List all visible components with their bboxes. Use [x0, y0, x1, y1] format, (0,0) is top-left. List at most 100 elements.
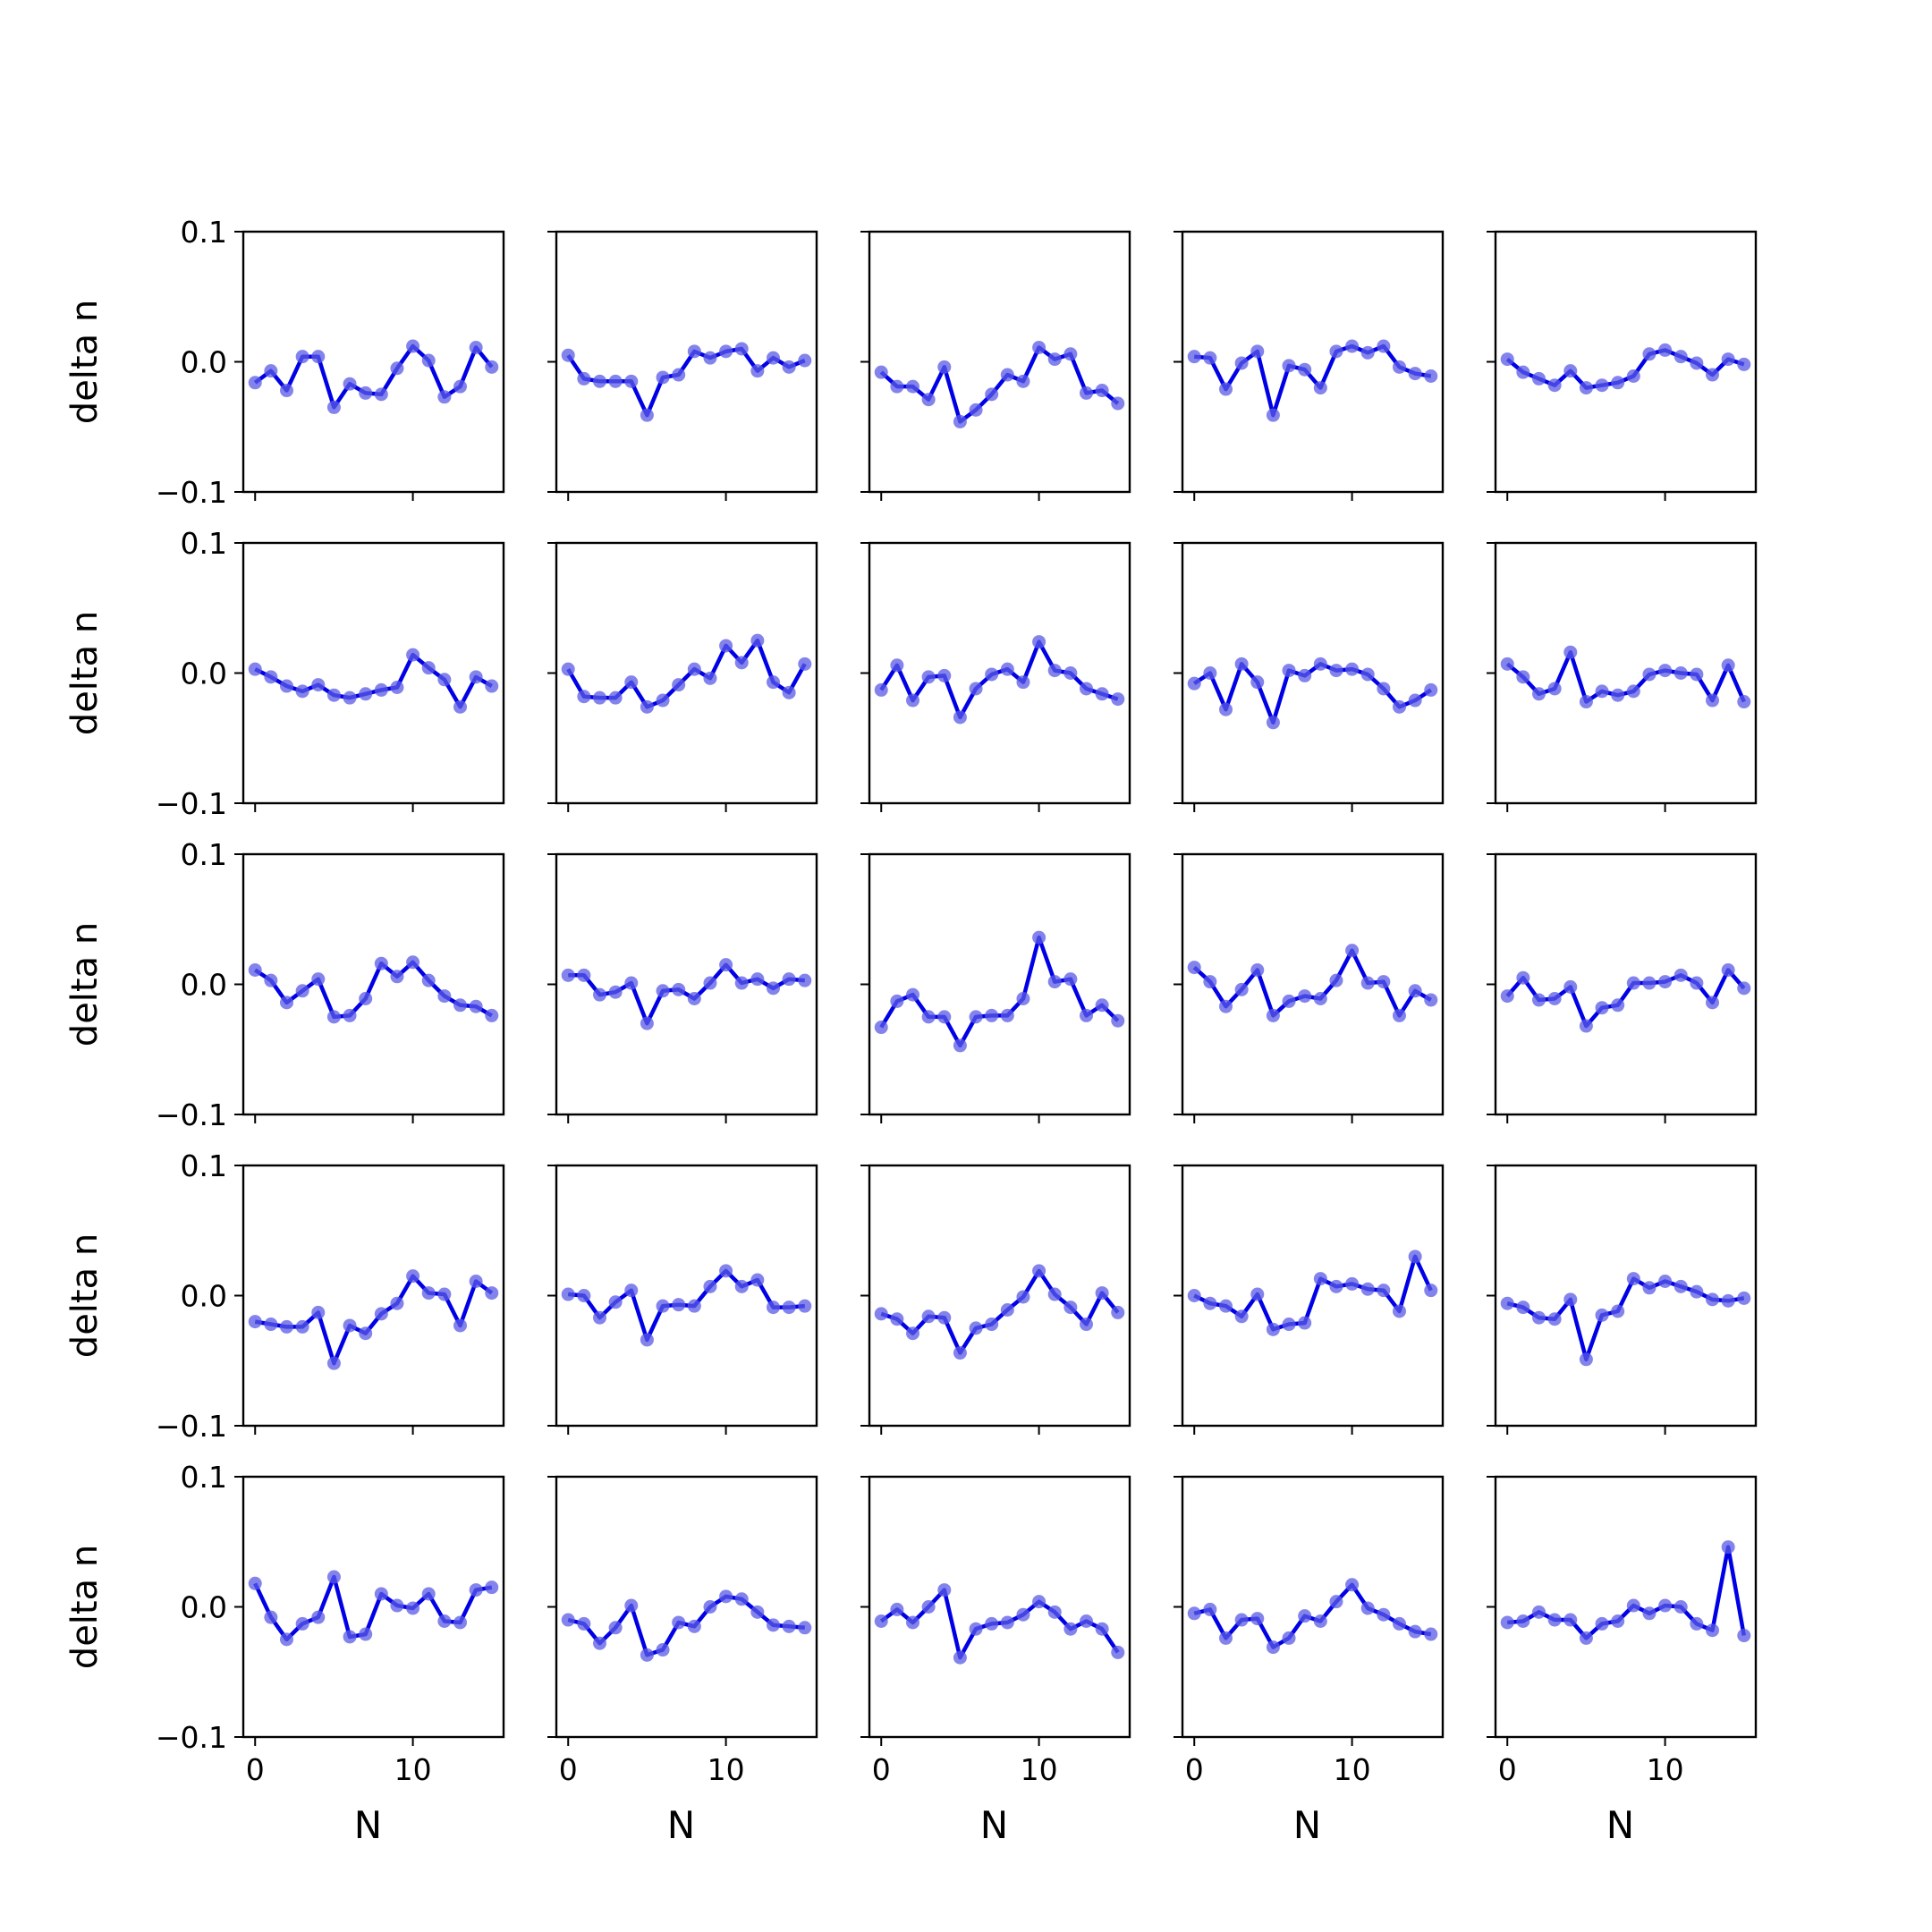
subplot-r5-c2: 0 10 N: [547, 1475, 818, 1847]
data-point: [1000, 368, 1014, 382]
y-tick-label: 0.1: [181, 837, 227, 872]
data-point: [1080, 1318, 1093, 1332]
data-point: [1642, 667, 1657, 682]
data-point: [1187, 1289, 1201, 1302]
data-point: [1547, 682, 1562, 696]
data-point: [719, 1264, 733, 1278]
data-point: [1408, 1250, 1422, 1264]
data-point: [890, 658, 904, 673]
data-point: [953, 1038, 967, 1053]
data-point: [719, 958, 733, 972]
data-point: [1393, 360, 1406, 374]
data-point: [469, 1274, 483, 1288]
data-point: [326, 1010, 341, 1024]
data-point: [1393, 699, 1406, 714]
y-axis-label: delta n: [64, 1233, 106, 1358]
data-point: [421, 353, 436, 368]
subplot-r5-c3: 0 10 N: [860, 1475, 1131, 1847]
data-point: [295, 1319, 309, 1334]
data-point: [280, 1632, 293, 1647]
data-point: [703, 1600, 717, 1614]
data-point: [921, 393, 936, 407]
data-point: [1250, 1287, 1265, 1301]
data-point: [1532, 371, 1546, 386]
subplot-r1-c1: −0.1 0.0 0.1 delta n: [64, 215, 505, 510]
data-point: [1187, 961, 1201, 975]
data-point: [1690, 356, 1704, 370]
data-point: [1298, 668, 1312, 682]
data-point: [985, 1008, 999, 1022]
series-line: [879, 345, 1120, 424]
x-axis-label: N: [667, 1803, 695, 1847]
data-point: [719, 639, 733, 653]
data-point: [1080, 386, 1093, 400]
data-point: [750, 1605, 765, 1619]
data-point: [1313, 381, 1327, 395]
y-tick-label: 0.1: [181, 526, 227, 561]
data-point: [1298, 1316, 1312, 1330]
data-point: [921, 1309, 936, 1324]
data-point: [280, 1319, 293, 1334]
data-point: [1516, 1614, 1530, 1629]
subplot-r3-c1: −0.1 0.0 0.1 delta n: [64, 837, 505, 1132]
data-point: [1690, 1284, 1704, 1299]
data-point: [906, 1615, 919, 1630]
data-point: [937, 668, 952, 682]
data-point: [1219, 1299, 1233, 1313]
data-point: [687, 662, 701, 676]
data-point: [1329, 344, 1343, 359]
data-point: [1047, 352, 1062, 367]
data-point: [1674, 1279, 1688, 1293]
data-point: [1032, 635, 1046, 649]
subplot-r3-c5: [1487, 852, 1758, 1123]
data-point: [1000, 662, 1014, 676]
series-line: [254, 652, 493, 709]
data-point: [390, 361, 404, 376]
data-point: [782, 1619, 796, 1633]
data-point: [1658, 975, 1673, 989]
data-point: [1219, 999, 1233, 1013]
y-tick-label: 0.1: [181, 1460, 227, 1495]
data-point: [1329, 973, 1343, 987]
data-point: [640, 1648, 654, 1662]
data-point: [1706, 693, 1719, 708]
data-point: [577, 690, 591, 704]
axes-frame: [242, 541, 505, 805]
data-point: [890, 994, 904, 1008]
data-point: [248, 962, 262, 977]
data-point: [1360, 976, 1375, 990]
data-point: [437, 989, 452, 1004]
subplot-r2-c5: [1487, 541, 1758, 812]
data-point: [624, 1598, 639, 1613]
data-point: [640, 699, 654, 714]
data-point: [1080, 682, 1093, 696]
data-point: [1203, 351, 1217, 365]
series-line: [1506, 1276, 1745, 1362]
y-tick-label: −0.1: [156, 1720, 227, 1755]
axes-frame: [1494, 852, 1758, 1116]
data-point: [1674, 1600, 1688, 1614]
data-point: [280, 384, 293, 398]
data-point: [750, 972, 765, 987]
subplot-r2-c1: −0.1 0.0 0.1 delta n: [64, 526, 505, 821]
data-point: [1111, 1305, 1125, 1319]
data-point: [1345, 1578, 1360, 1592]
data-point: [937, 1010, 952, 1024]
data-point: [406, 648, 420, 662]
data-point: [1579, 1631, 1593, 1645]
data-point: [1377, 1607, 1391, 1622]
data-point: [672, 678, 686, 692]
data-point: [248, 376, 262, 390]
data-point: [1063, 347, 1078, 361]
data-point: [280, 996, 293, 1010]
data-point: [469, 340, 483, 354]
data-point: [703, 671, 717, 685]
data-point: [1219, 1631, 1233, 1645]
data-point: [264, 364, 278, 378]
data-point: [734, 976, 749, 990]
data-point: [734, 342, 749, 356]
axes-frame: [868, 230, 1131, 494]
data-point: [782, 360, 796, 374]
data-point: [969, 1010, 983, 1024]
data-point: [1516, 670, 1530, 684]
